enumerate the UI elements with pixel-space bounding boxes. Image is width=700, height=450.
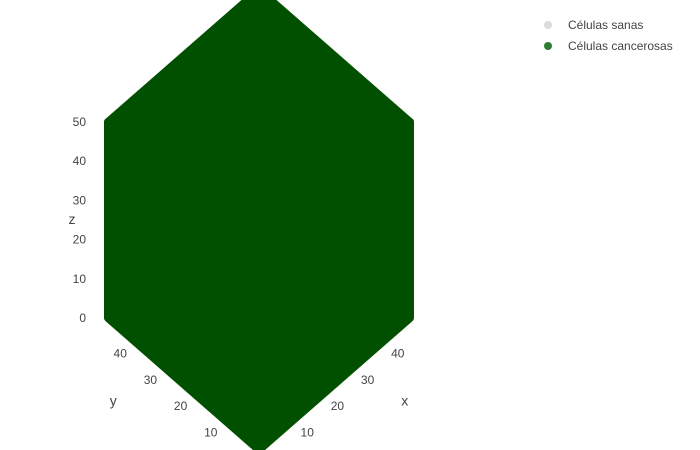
legend-marker-healthy — [544, 20, 552, 29]
y-tick-label: 40 — [114, 346, 128, 360]
y-tick-label: 30 — [144, 373, 158, 387]
top-face[interactable] — [104, 0, 414, 258]
z-tick-label: 40 — [73, 154, 87, 168]
legend-item-healthy[interactable]: Células sanas — [538, 14, 673, 35]
legend-item-cancer[interactable]: Células cancerosas — [538, 35, 673, 56]
z-tick-label: 0 — [79, 311, 86, 325]
axis-titles: x y z — [69, 211, 409, 409]
z-axis-title: z — [69, 211, 76, 227]
y-tick-label: 10 — [204, 426, 218, 440]
legend-label-cancer: Células cancerosas — [568, 38, 673, 53]
x-tick-label: 10 — [301, 426, 315, 440]
z-tick-label: 20 — [73, 233, 87, 247]
tick-labels: 01020304001020304001020304050 — [73, 115, 405, 440]
x-tick-label: 20 — [331, 399, 345, 413]
z-tick-label: 50 — [73, 115, 87, 129]
x-axis-title: x — [401, 393, 408, 409]
cancer-cells-volume[interactable] — [104, 0, 414, 450]
y-axis-title: y — [110, 393, 117, 409]
y-tick-label: 20 — [174, 399, 188, 413]
x-tick-label: 40 — [391, 346, 405, 360]
z-tick-label: 30 — [73, 193, 87, 207]
legend-label-healthy: Células sanas — [568, 17, 644, 32]
legend: Células sanas Células cancerosas — [538, 14, 673, 56]
legend-marker-cancer — [544, 41, 552, 50]
z-tick-label: 10 — [73, 272, 87, 286]
x-tick-label: 30 — [361, 373, 375, 387]
